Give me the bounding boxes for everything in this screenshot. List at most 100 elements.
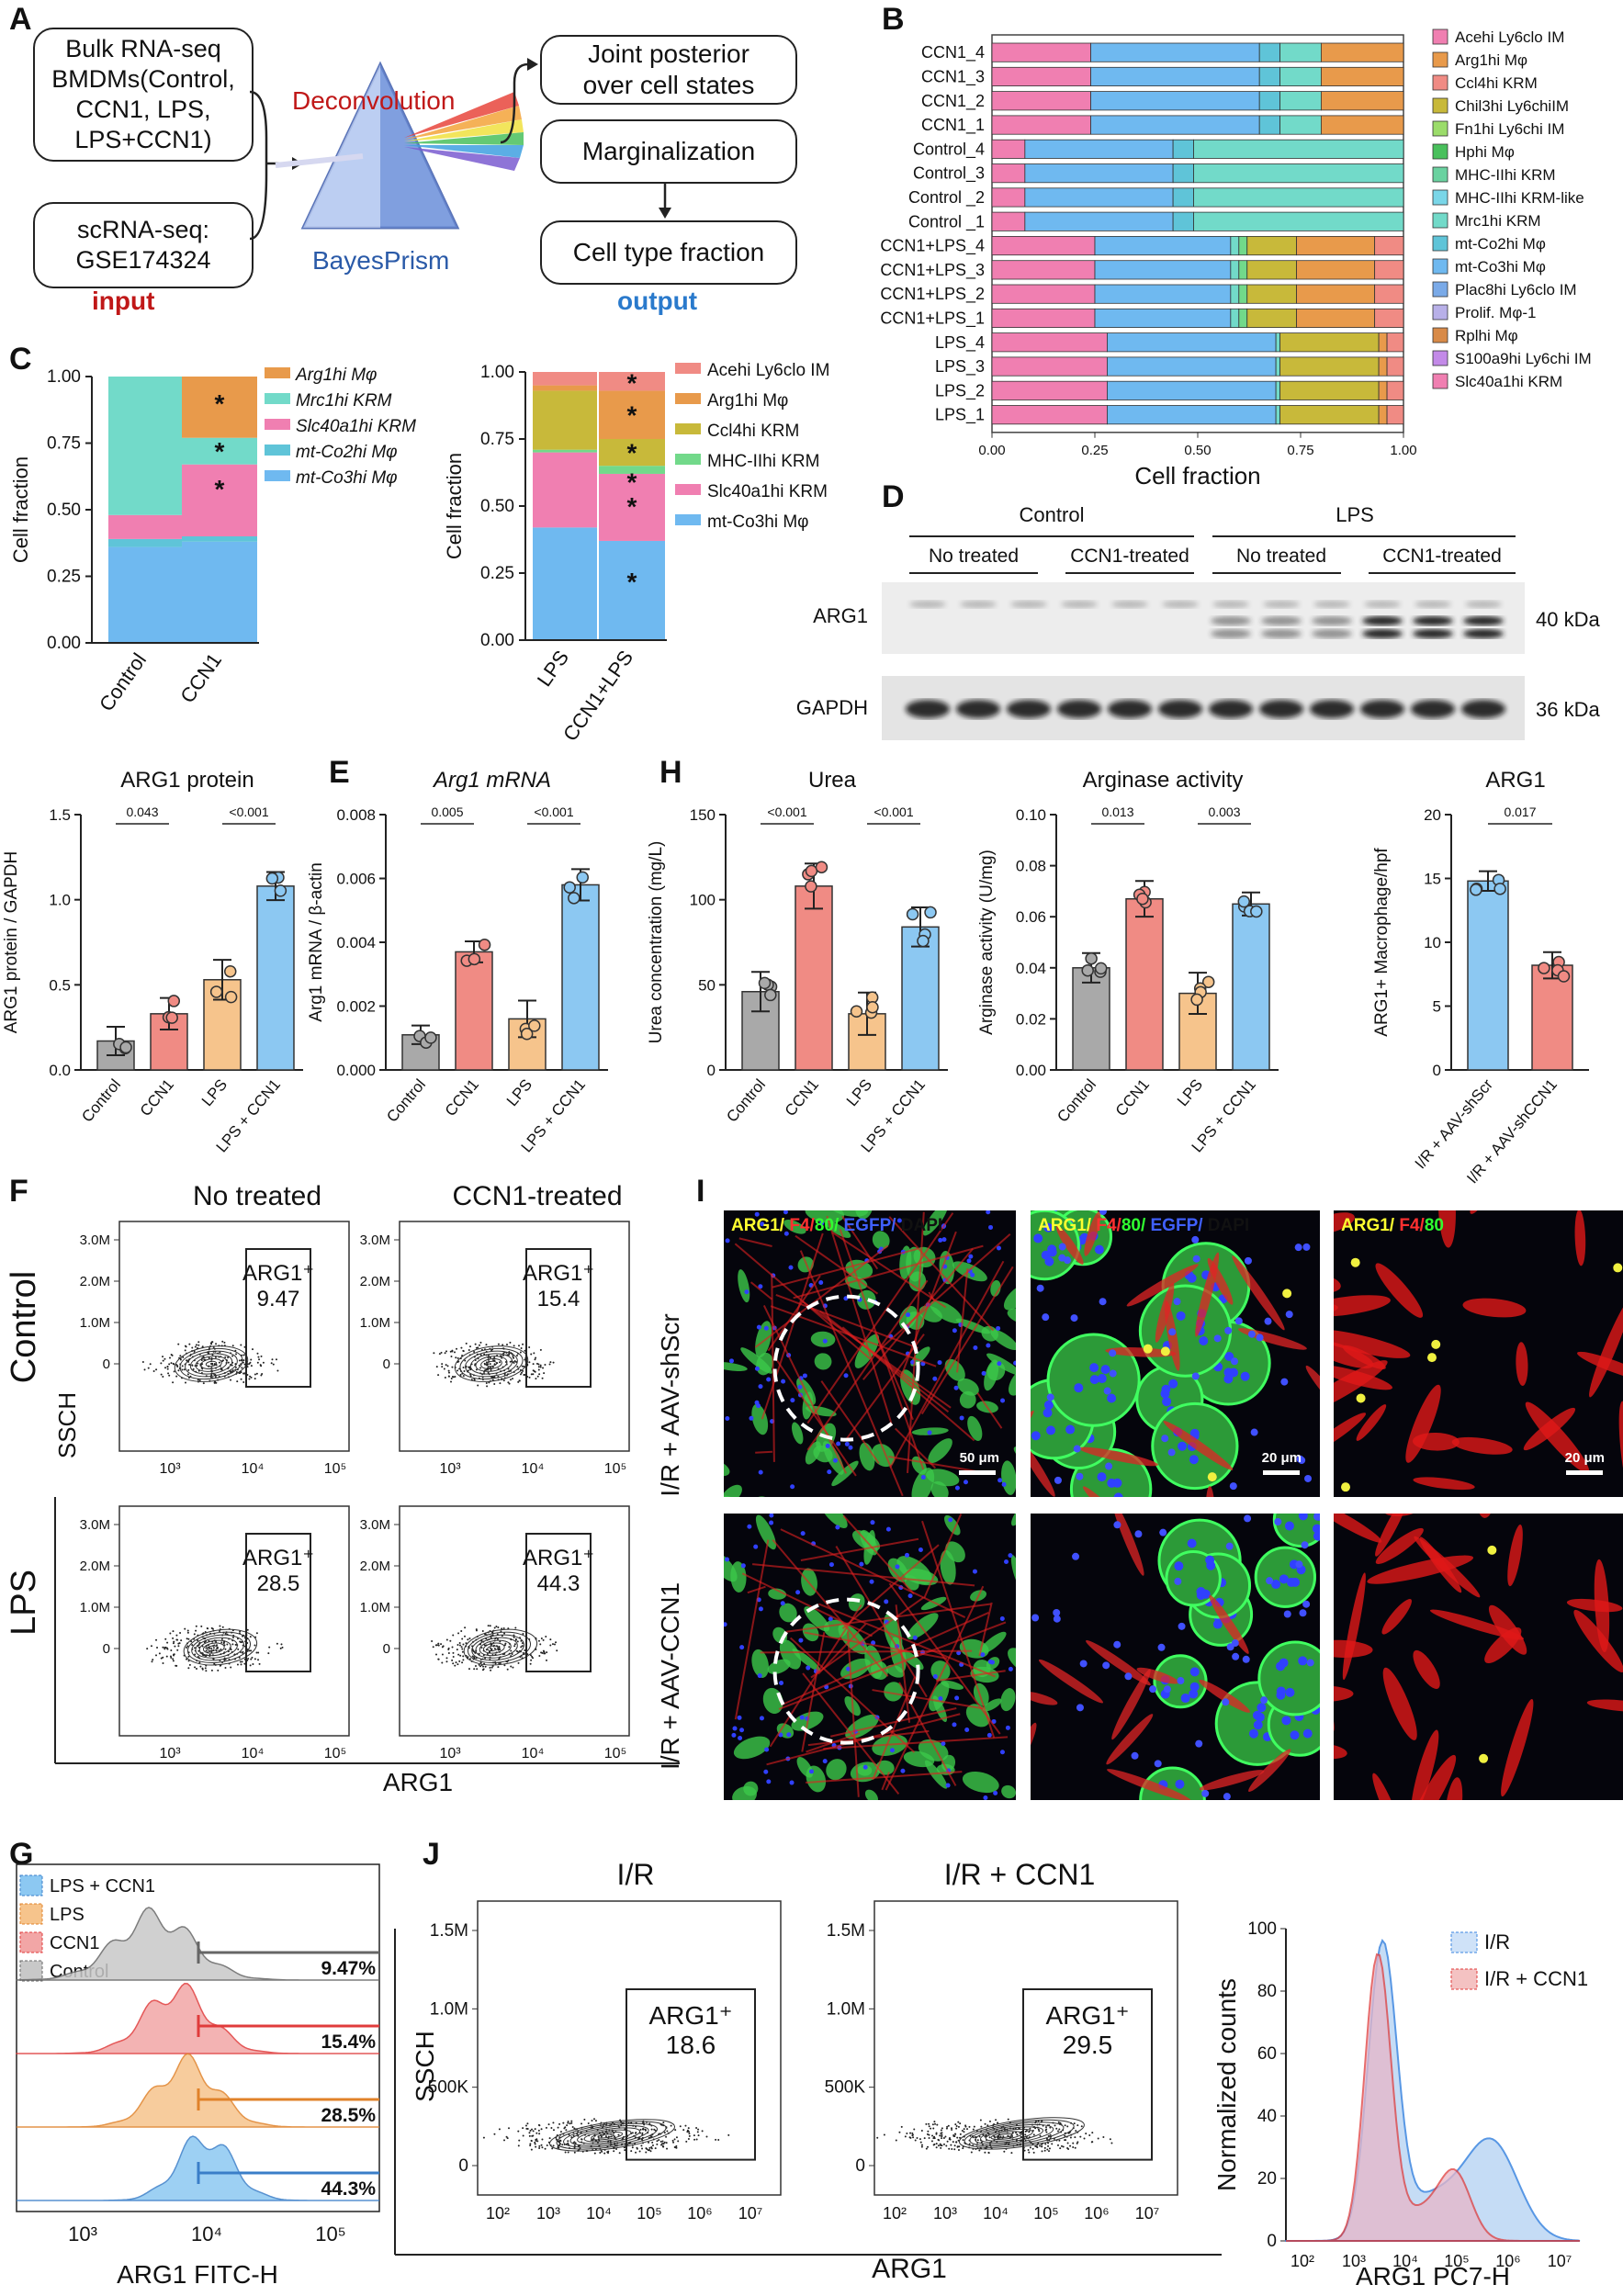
flow-event <box>488 1381 490 1384</box>
stacked-bar-segment <box>1321 91 1404 111</box>
significance-star: * <box>627 568 637 596</box>
stacked-bar-segment <box>182 377 257 438</box>
panel-label-c: C <box>9 342 32 377</box>
flow-event <box>658 2139 660 2142</box>
tick-label: 10⁶ <box>687 2204 712 2223</box>
blot-band <box>956 700 1000 718</box>
flow-event <box>172 1362 175 1365</box>
flow-event <box>219 1630 221 1633</box>
sample-label: Control_3 <box>913 164 985 184</box>
flow-event <box>240 1371 242 1374</box>
data-point <box>1190 993 1203 1007</box>
blot-band <box>1158 700 1202 718</box>
flow-event <box>942 2143 945 2145</box>
flow-event <box>675 2144 678 2147</box>
flow-event <box>942 2136 945 2139</box>
blot-band <box>1461 700 1505 718</box>
blot-band <box>1263 601 1300 608</box>
tick-label: 1.00 <box>47 367 81 387</box>
legend-swatch <box>1432 74 1448 91</box>
blot-band <box>1463 616 1504 625</box>
flow-event <box>1039 2134 1042 2137</box>
row-label-arg1: ARG1 <box>813 604 868 627</box>
flow-event <box>1041 2145 1043 2148</box>
flow-event <box>587 2122 590 2124</box>
blot-band <box>1413 616 1453 625</box>
flow-event <box>221 1359 224 1362</box>
group-label-lps: LPS <box>1336 503 1374 526</box>
flow-event <box>197 1655 199 1658</box>
flow-event <box>186 1359 188 1362</box>
data-point <box>805 880 817 893</box>
flow-event <box>705 2135 708 2138</box>
gate-value: 9.47 <box>257 1287 300 1311</box>
flow-event <box>548 1363 551 1366</box>
stacked-bar-segment <box>1193 187 1404 208</box>
flow-event <box>169 1356 172 1359</box>
flow-event <box>950 2127 952 2130</box>
flow-event <box>920 2145 923 2148</box>
stacked-bar-segment <box>182 437 257 465</box>
flow-event <box>441 1366 444 1368</box>
y-axis-label: ARG1+ Macrophage/hpf <box>1372 848 1392 1037</box>
flow-event <box>941 2132 943 2134</box>
flow-event <box>604 2135 607 2138</box>
flow-event <box>211 1362 214 1365</box>
flow-event <box>948 2147 951 2150</box>
flow-event <box>932 2144 935 2146</box>
flow-event <box>243 1662 246 1665</box>
flow-event <box>445 1350 448 1353</box>
flow-event <box>443 1367 445 1370</box>
flow-event <box>451 1350 454 1353</box>
flow-event <box>166 1367 169 1370</box>
flow-event <box>243 1372 246 1375</box>
flow-event <box>526 2122 529 2125</box>
flow-event <box>257 1356 260 1358</box>
flow-event <box>250 1358 253 1361</box>
legend-swatch <box>1432 304 1448 321</box>
flow-event <box>953 2148 956 2151</box>
tick-label: 0.00 <box>978 443 1005 458</box>
flow-event <box>143 1368 146 1371</box>
flow-event <box>152 1370 155 1373</box>
flow-event <box>172 1660 175 1662</box>
flow-event <box>160 1657 163 1660</box>
legend-swatch <box>1432 258 1448 275</box>
flow-event <box>518 1345 521 1347</box>
tick-label: 10³ <box>159 1461 181 1477</box>
data-point <box>1557 970 1571 983</box>
tick-label: 0.75 <box>1287 443 1313 458</box>
tick-label: 40 <box>1257 2107 1277 2126</box>
flow-event <box>176 1365 179 1367</box>
flow-event <box>533 1370 535 1373</box>
flow-event <box>594 2120 597 2122</box>
flow-event <box>441 1363 444 1366</box>
flow-event <box>249 1636 252 1638</box>
flow-event <box>158 1652 161 1655</box>
flow-event <box>1066 2125 1069 2128</box>
tick-label: 0.5 <box>49 976 71 994</box>
flow-event <box>221 1340 224 1343</box>
contour-line <box>195 1356 228 1372</box>
data-point <box>1136 892 1149 906</box>
flow-event <box>1064 2139 1066 2142</box>
flow-event <box>474 1343 477 1345</box>
flow-event <box>173 1640 175 1643</box>
flow-event <box>1046 2148 1049 2151</box>
flow-event <box>519 1351 522 1354</box>
flow-event <box>188 1363 191 1366</box>
flow-event <box>933 2121 936 2123</box>
p-value: <0.001 <box>534 805 573 819</box>
flow-event <box>959 2122 962 2125</box>
flow-event <box>223 1659 226 1661</box>
flow-gate <box>245 1248 311 1388</box>
flow-event <box>524 1373 526 1376</box>
sample-label: Control_4 <box>913 140 985 159</box>
tick-label: 15 <box>1424 871 1441 888</box>
tick-label: 10⁵ <box>1033 2204 1058 2223</box>
flow-event <box>517 2130 520 2133</box>
flow-event <box>522 2134 524 2137</box>
stacked-bar-segment <box>108 514 182 539</box>
flow-event <box>638 2150 641 2153</box>
flow-event <box>695 2138 698 2141</box>
